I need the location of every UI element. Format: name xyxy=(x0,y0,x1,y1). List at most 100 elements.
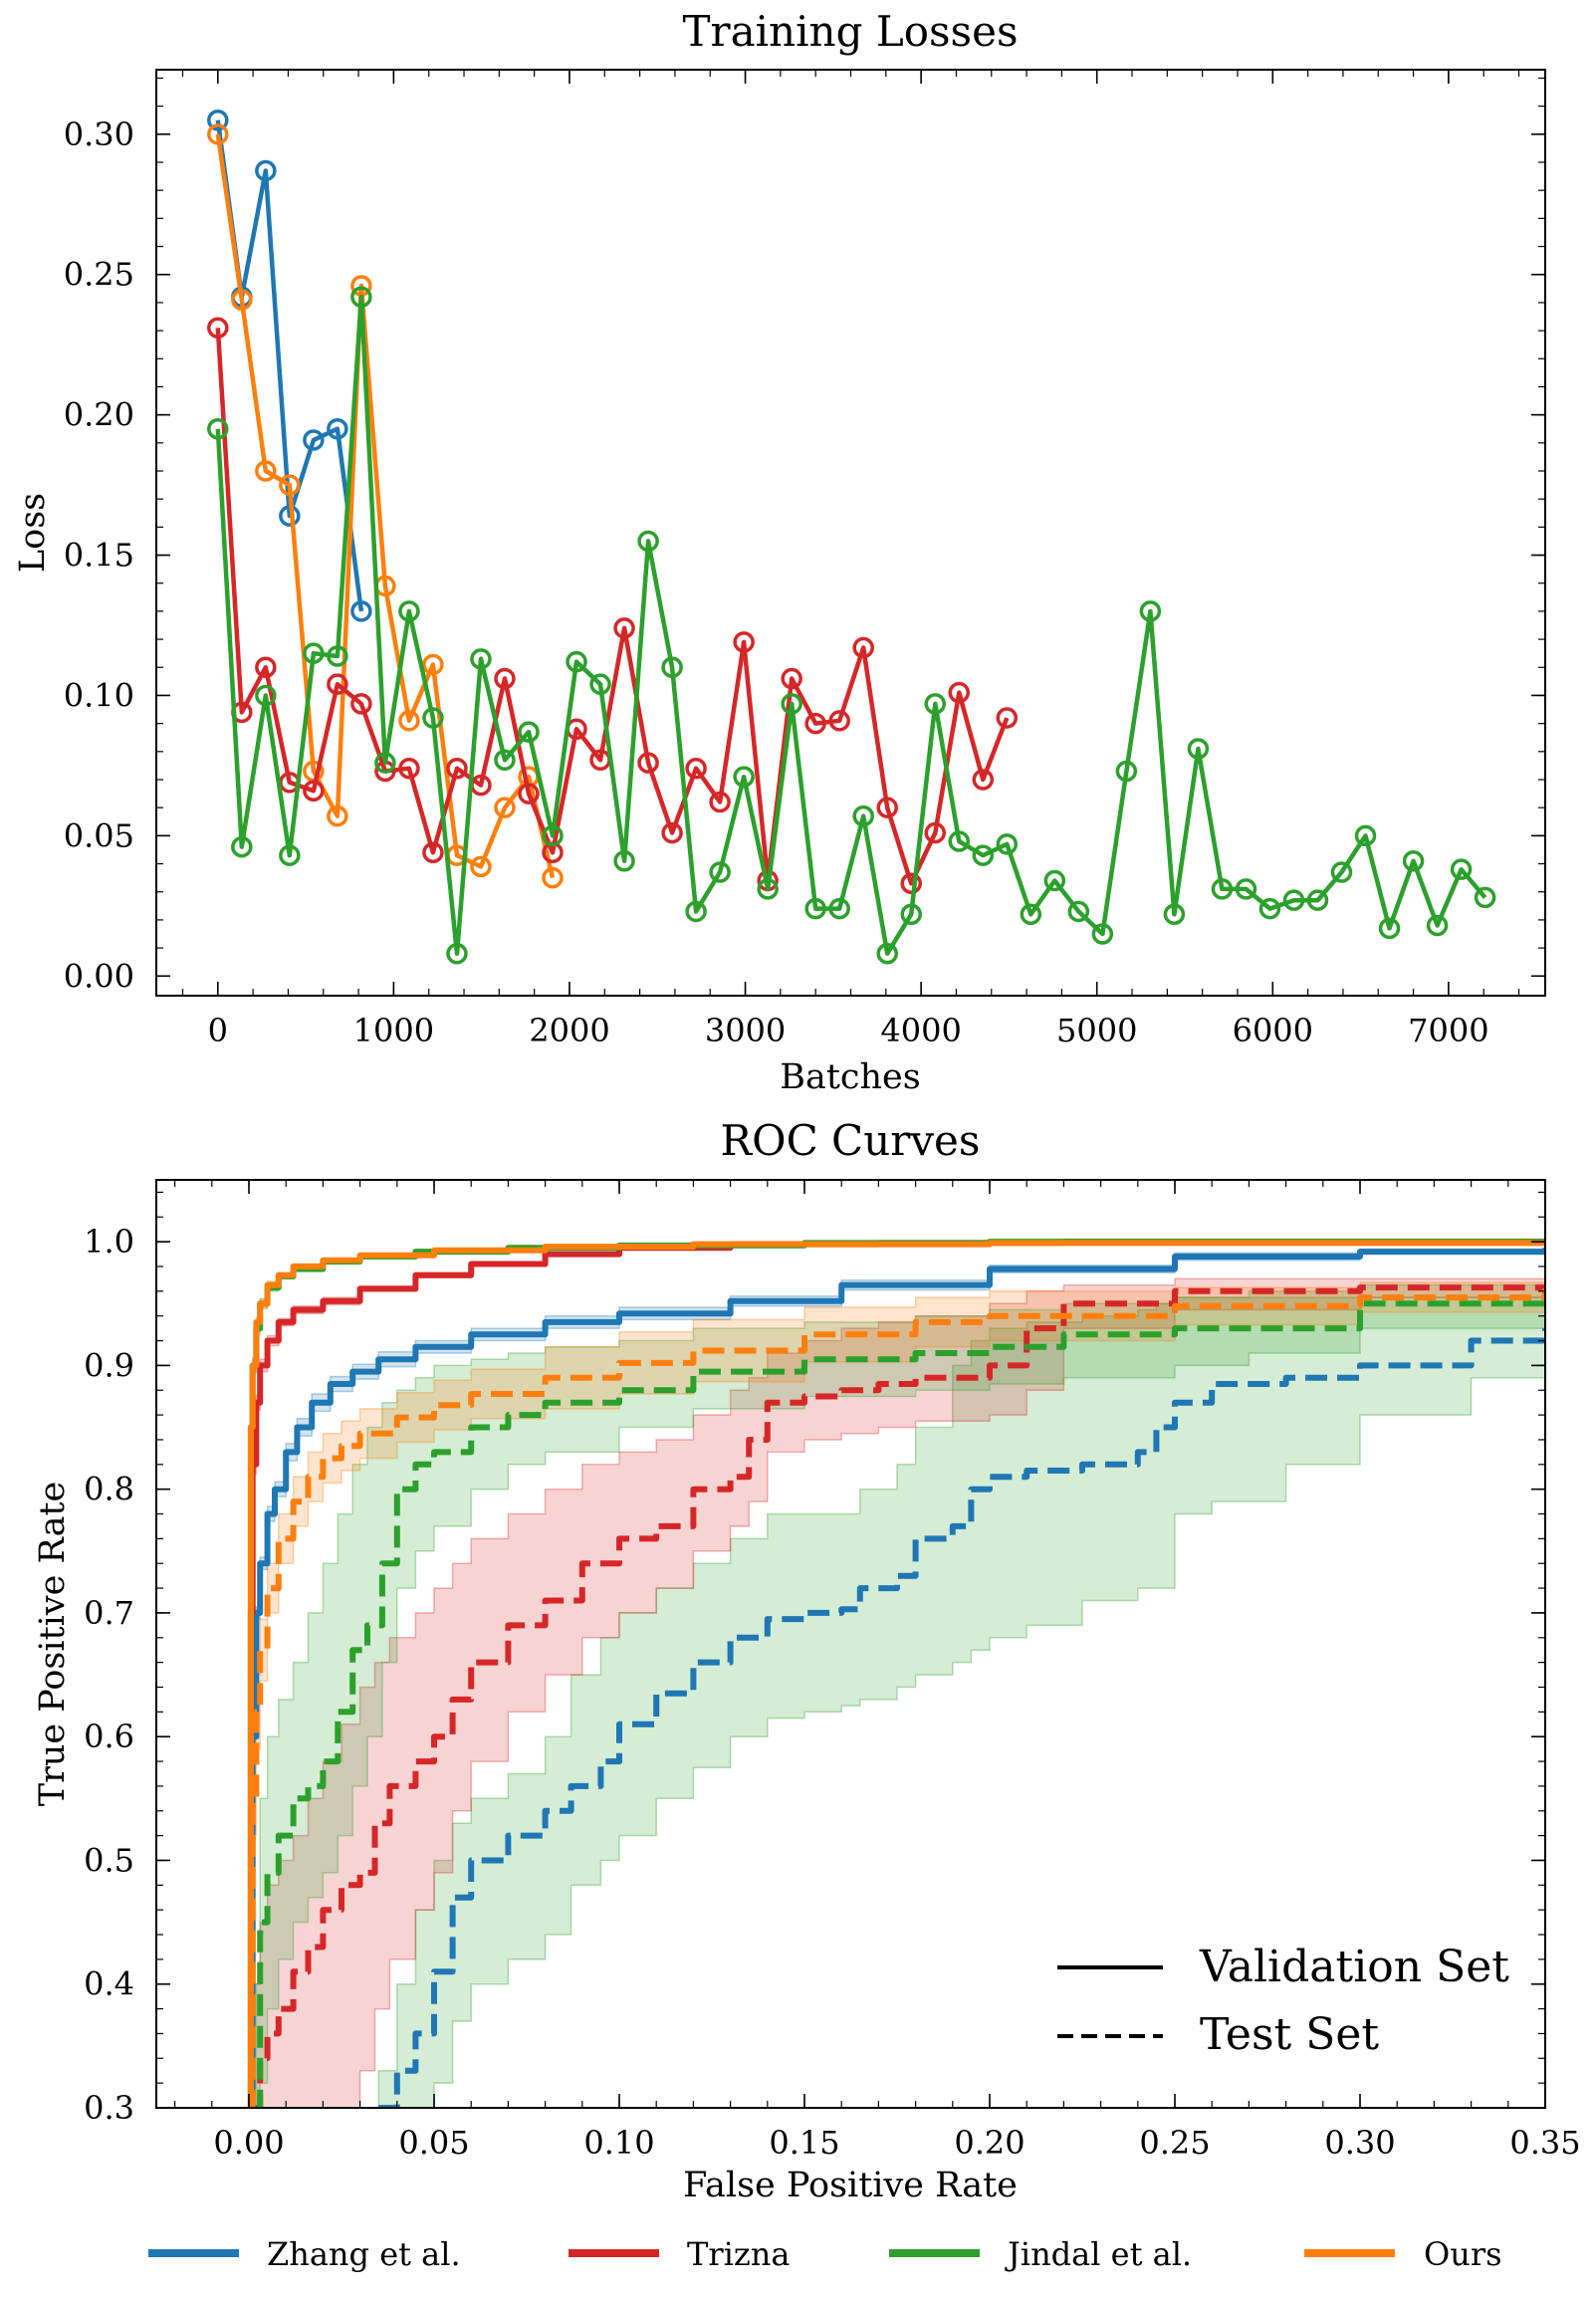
x-axis-label: Batches xyxy=(780,1057,920,1097)
chart-title: Training Losses xyxy=(682,7,1018,56)
data-point-trizna xyxy=(900,872,922,895)
data-point-jindal-et-al xyxy=(1043,869,1066,892)
confidence-band-trizna xyxy=(251,1277,1545,2108)
data-point-jindal-et-al xyxy=(733,766,755,788)
y-tick-label: 0.05 xyxy=(64,816,134,854)
data-point-trizna xyxy=(996,707,1019,729)
data-point-trizna xyxy=(828,710,850,732)
y-axis-label: True Positive Rate xyxy=(33,1482,73,1806)
data-point-jindal-et-al xyxy=(255,684,277,707)
x-tick-label: 4000 xyxy=(880,1012,961,1049)
data-point-jindal-et-al xyxy=(231,835,253,858)
y-tick-label: 0.8 xyxy=(84,1471,134,1508)
x-tick-label: 1000 xyxy=(353,1012,434,1049)
data-point-jindal-et-al xyxy=(924,693,947,715)
data-point-ours xyxy=(542,866,564,889)
data-point-jindal-et-al xyxy=(1091,923,1114,945)
data-point-jindal-et-al xyxy=(470,648,492,670)
data-point-trizna xyxy=(518,783,540,805)
data-point-jindal-et-al xyxy=(374,752,396,774)
y-tick-label: 0.5 xyxy=(84,1841,134,1879)
data-point-jindal-et-al xyxy=(1211,878,1234,900)
y-axis-label: Loss xyxy=(13,493,53,573)
data-point-trizna xyxy=(327,673,348,695)
data-point-trizna xyxy=(613,617,635,639)
data-point-jindal-et-al xyxy=(1187,738,1210,760)
legend-label-test: Test Set xyxy=(1200,2009,1379,2060)
data-point-trizna xyxy=(303,780,325,803)
roc-line-zhang-et-al-test xyxy=(378,1328,1545,2108)
data-point-jindal-et-al xyxy=(661,656,683,679)
data-point-jindal-et-al xyxy=(948,830,971,852)
data-point-trizna xyxy=(972,769,995,791)
x-axis-label: False Positive Rate xyxy=(683,2166,1018,2205)
data-point-jindal-et-al xyxy=(804,897,826,920)
data-point-zhang-et-al xyxy=(255,159,277,182)
data-point-ours xyxy=(255,460,277,482)
data-point-zhang-et-al xyxy=(350,600,372,622)
data-point-trizna xyxy=(924,821,947,844)
y-tick-label: 0.4 xyxy=(84,1965,134,2003)
x-tick-label: 0.10 xyxy=(583,2124,654,2162)
data-point-jindal-et-al xyxy=(900,903,922,926)
data-point-jindal-et-al xyxy=(757,878,779,900)
data-point-jindal-et-al xyxy=(637,530,659,553)
x-tick-label: 0.25 xyxy=(1139,2124,1210,2162)
y-tick-label: 0.9 xyxy=(84,1346,134,1384)
data-point-trizna xyxy=(781,667,802,690)
data-point-ours xyxy=(327,805,348,827)
data-point-zhang-et-al xyxy=(327,417,348,440)
data-point-trizna xyxy=(494,667,516,690)
roc-line-jindal-et-al-test xyxy=(256,1290,1545,2108)
data-point-ours xyxy=(494,797,516,818)
series-line-jindal-et-al xyxy=(215,295,1487,956)
data-point-jindal-et-al xyxy=(494,749,516,772)
x-tick-label: 3000 xyxy=(705,1012,786,1049)
data-point-ours xyxy=(279,474,301,496)
x-tick-label: 6000 xyxy=(1233,1012,1313,1049)
data-point-jindal-et-al xyxy=(1235,878,1257,900)
data-point-jindal-et-al xyxy=(279,844,301,866)
data-point-jindal-et-al xyxy=(1139,600,1162,622)
data-point-jindal-et-al xyxy=(876,942,898,965)
data-point-jindal-et-al xyxy=(1258,897,1281,920)
data-point-jindal-et-al xyxy=(972,844,995,866)
roc-line-ours-validation xyxy=(247,1240,1545,2108)
data-point-trizna xyxy=(207,317,229,340)
data-point-trizna xyxy=(948,681,971,704)
data-point-jindal-et-al xyxy=(1282,889,1305,911)
data-point-trizna xyxy=(852,636,874,659)
legend-label-validation: Validation Set xyxy=(1199,1942,1509,1992)
data-point-jindal-et-al xyxy=(398,600,420,622)
data-point-trizna xyxy=(350,693,372,715)
y-tick-label: 0.30 xyxy=(64,115,134,153)
x-tick-label: 0 xyxy=(208,1012,228,1049)
data-point-jindal-et-al xyxy=(589,673,611,695)
y-tick-label: 1.0 xyxy=(84,1223,134,1261)
data-point-jindal-et-al xyxy=(685,900,707,923)
data-point-jindal-et-al xyxy=(207,417,229,440)
data-point-trizna xyxy=(733,631,755,653)
x-tick-label: 5000 xyxy=(1056,1012,1137,1049)
y-tick-label: 0.15 xyxy=(64,537,134,575)
y-tick-label: 0.10 xyxy=(64,676,134,714)
data-point-jindal-et-al xyxy=(1330,861,1353,883)
y-tick-label: 0.25 xyxy=(64,256,134,294)
data-point-jindal-et-al xyxy=(1474,886,1496,909)
data-point-jindal-et-al xyxy=(518,721,540,743)
data-point-jindal-et-al xyxy=(613,849,635,872)
y-tick-label: 0.3 xyxy=(84,2089,134,2127)
series-line-trizna xyxy=(215,328,1010,886)
data-point-zhang-et-al xyxy=(303,429,325,451)
y-tick-label: 0.7 xyxy=(84,1594,134,1632)
y-tick-label: 0.00 xyxy=(64,957,134,995)
y-tick-label: 0.20 xyxy=(64,396,134,434)
data-point-jindal-et-al xyxy=(1450,858,1473,880)
data-point-jindal-et-al xyxy=(1163,903,1186,926)
x-tick-label: 0.00 xyxy=(213,2124,284,2162)
x-tick-label: 0.15 xyxy=(769,2124,839,2162)
data-point-trizna xyxy=(255,656,277,679)
confidence-band-jindal-et-al xyxy=(255,1278,1545,2108)
data-point-jindal-et-al xyxy=(350,286,372,309)
data-point-jindal-et-al xyxy=(1306,889,1329,911)
